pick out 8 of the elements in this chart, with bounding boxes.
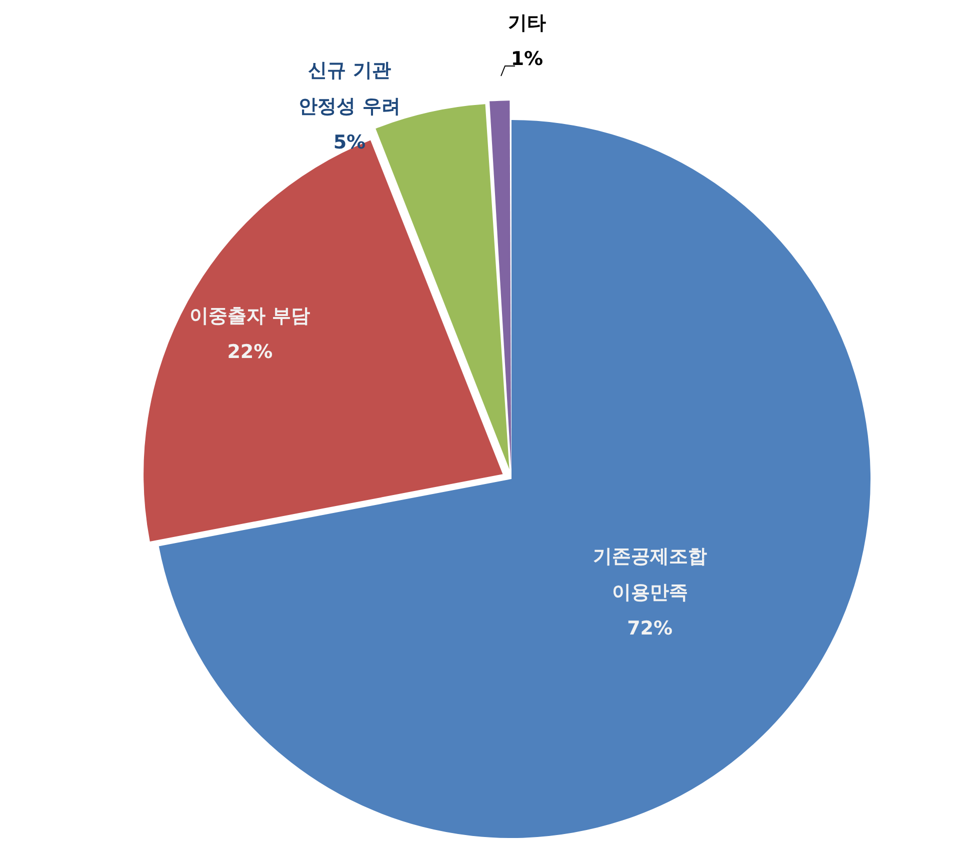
- data-label: 22%: [227, 341, 273, 364]
- slice-label: 기존공제조합 이용만족: [592, 545, 707, 604]
- slice-label: 기타: [508, 12, 546, 34]
- data-label: 5%: [333, 132, 366, 154]
- slice-label: 이중출자 부담: [190, 305, 310, 328]
- slice-label: 신규 기관 안정성 우려: [298, 60, 400, 118]
- data-label: 72%: [627, 617, 673, 640]
- data-label: 1%: [510, 48, 544, 70]
